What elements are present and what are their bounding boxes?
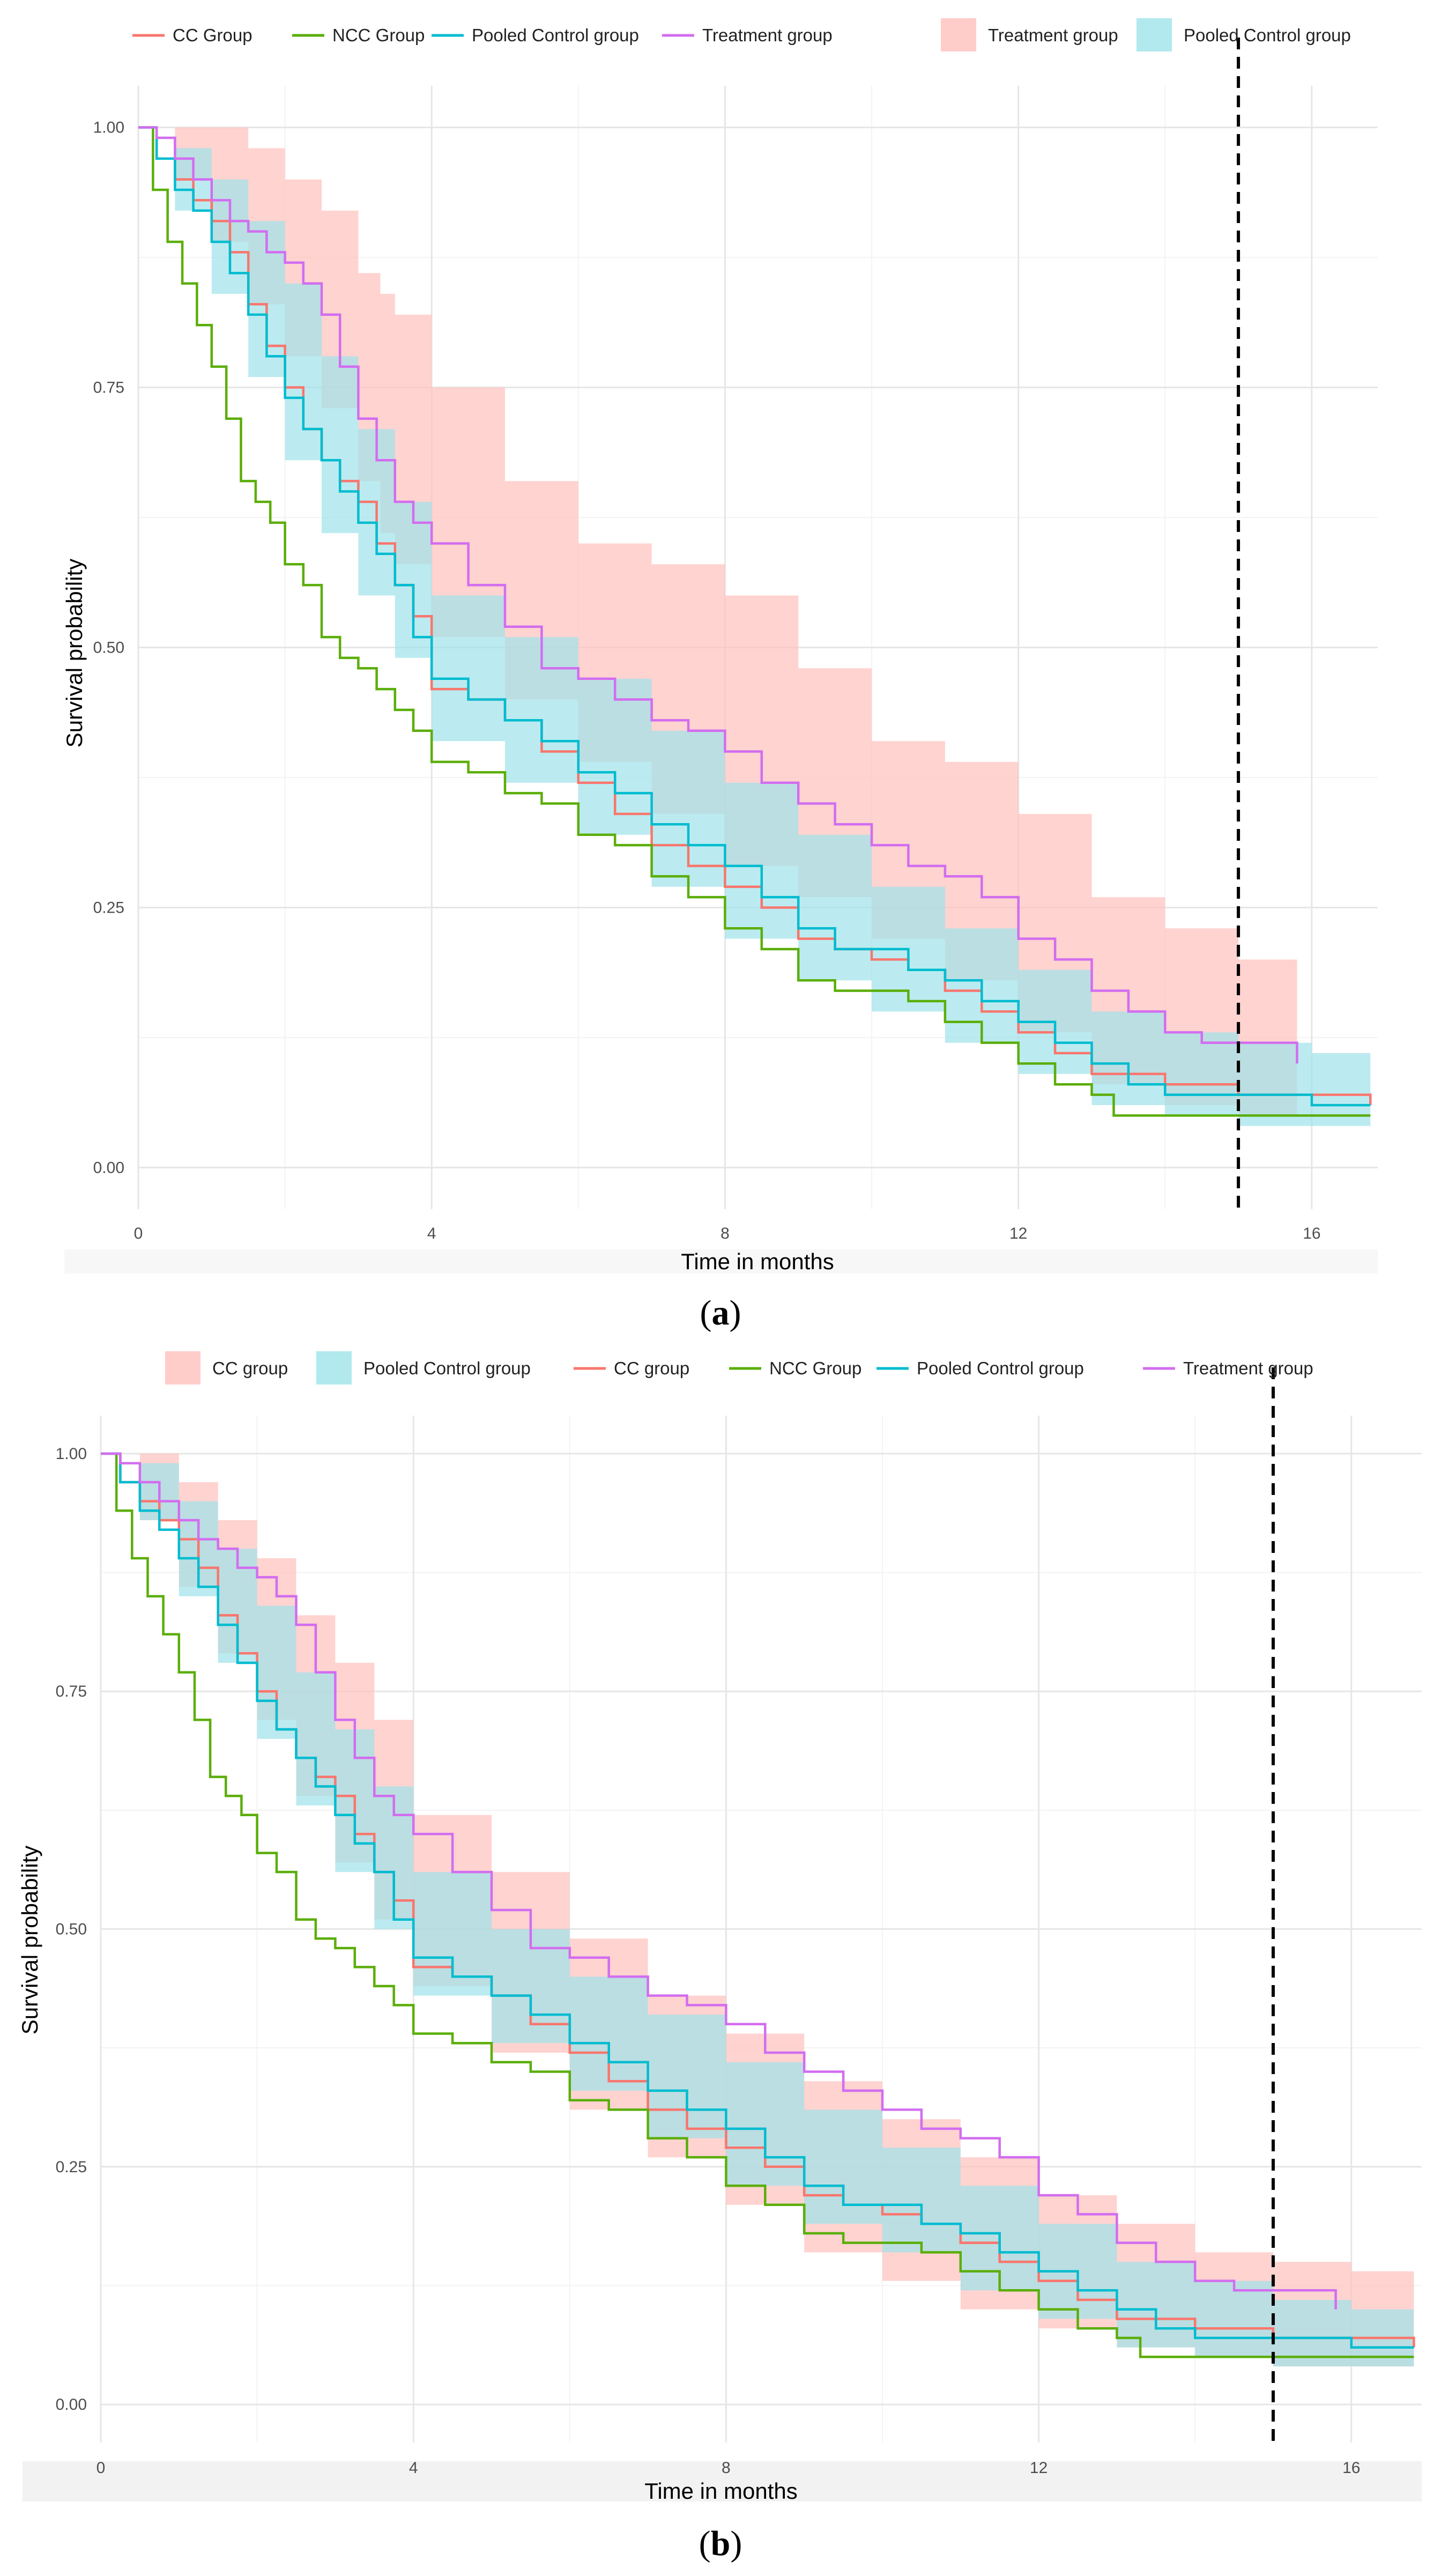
panel-a-band-treatment-group <box>138 127 1297 1116</box>
panel-a-legend-line-cc-group: CC Group <box>132 25 252 45</box>
panel-a-lines <box>138 126 1372 1117</box>
panel-a-legend-band-treatment-group: Treatment group <box>941 18 1118 51</box>
panel-a-caption-close: ) <box>730 1293 741 1333</box>
panel-b-legend-line-label: Pooled Control group <box>917 1358 1084 1378</box>
panel-a-y-tick-label: 0.25 <box>93 899 124 916</box>
panel-b-legend-line-label: Treatment group <box>1183 1358 1313 1378</box>
panel-a-y-ticks: 0.00 0.25 0.50 0.75 1.00 <box>93 119 124 1177</box>
panel-a-y-tick-label: 1.00 <box>93 119 124 137</box>
panel-b-x-tick-label: 8 <box>722 2459 731 2477</box>
panel-b-series-treatment-group <box>101 1452 1337 2309</box>
panel-a-legend-line-label: NCC Group <box>332 25 425 45</box>
panel-b-legend-line-cc-group: CC group <box>574 1358 689 1378</box>
panel-b-legend-band-swatch <box>316 1351 352 1385</box>
panel-a-legend-band-swatch <box>941 18 976 51</box>
panel-b-caption-letter: b <box>711 2524 731 2563</box>
panel-b-legend-band-swatch <box>165 1351 200 1385</box>
panel-a-x-axis-title: Time in months <box>681 1249 834 1274</box>
panel-b-legend-band-cc-group: CC group <box>165 1351 288 1385</box>
panel-a-caption: (a) <box>700 1293 741 1333</box>
panel-a-legend: Treatment group Pooled Control group CC Gr… <box>132 18 1351 51</box>
panel-a-x-ticks: 0 4 8 12 16 <box>134 1225 1321 1242</box>
panel-a-footer-shade <box>64 1249 1378 1274</box>
panel-b-x-tick-label: 4 <box>409 2459 418 2477</box>
panel-b-legend-line-label: CC group <box>614 1358 689 1378</box>
panel-a-y-tick-label: 0.00 <box>93 1159 124 1176</box>
panel-a-legend-line-label: CC Group <box>173 25 252 45</box>
panel-b-legend-band-pooled-control-group: Pooled Control group <box>316 1351 531 1385</box>
panel-b-series-ncc-group <box>101 1452 1414 2358</box>
panel-a-legend-band-label: Pooled Control group <box>1184 25 1351 45</box>
panel-a-legend-line-pooled-control-group: Pooled Control group <box>432 25 639 45</box>
panel-a-series-ncc-group <box>138 126 1371 1117</box>
panel-a-y-tick-label: 0.50 <box>93 639 124 657</box>
panel-a-legend-band-pooled-control-group: Pooled Control group <box>1137 18 1351 51</box>
panel-a-series-treatment-group <box>138 126 1298 1064</box>
panel-b-caption: (b) <box>699 2524 742 2563</box>
panel-a-bands <box>138 127 1371 1137</box>
panel-b-y-tick-label: 0.50 <box>56 1921 87 1938</box>
panel-a-legend-band-swatch <box>1137 18 1172 51</box>
panel-a-x-tick-label: 16 <box>1303 1225 1320 1242</box>
panel-a-y-tick-label: 0.75 <box>93 379 124 397</box>
panel-b-x-tick-label: 16 <box>1342 2459 1360 2477</box>
panel-b-band-pooled-control-group <box>101 1453 1414 2367</box>
panel-b: 0.00 0.25 0.50 0.75 1.00 0 4 8 12 16 Time in mon… <box>17 1351 1422 2563</box>
panel-a-legend-line-ncc-group: NCC Group <box>292 25 425 45</box>
panel-b-legend-band-label: CC group <box>212 1358 288 1378</box>
panel-b-legend-line-pooled-control-group: Pooled Control group <box>877 1358 1084 1378</box>
panel-b-y-tick-label: 0.25 <box>56 2158 87 2176</box>
panel-a-x-tick-label: 12 <box>1009 1225 1027 1242</box>
panel-a-caption-letter: a <box>712 1293 730 1333</box>
panel-b-y-ticks: 0.00 0.25 0.50 0.75 1.00 <box>56 1445 87 2414</box>
panel-a: 0.00 0.25 0.50 0.75 1.00 0 4 8 12 16 Time in mon… <box>62 18 1378 1333</box>
panel-b-footer-shade <box>23 2461 1422 2501</box>
panel-b-y-tick-label: 0.00 <box>56 2396 87 2414</box>
panel-b-lines <box>101 1452 1415 2358</box>
panel-a-legend-line-label: Pooled Control group <box>472 25 639 45</box>
panel-a-band-pooled-control-group <box>138 127 1371 1137</box>
panel-a-legend-line-treatment-group: Treatment group <box>662 25 833 45</box>
panel-b-caption-open: ( <box>699 2524 711 2563</box>
panel-a-x-tick-label: 8 <box>720 1225 730 1242</box>
panel-b-x-ticks: 0 4 8 12 16 <box>96 2459 1361 2477</box>
panel-a-x-tick-label: 4 <box>427 1225 436 1242</box>
panel-b-series-pooled-control-group <box>101 1452 1414 2349</box>
panel-a-y-axis-title: Survival probability <box>62 559 87 748</box>
panel-b-legend-line-ncc-group: NCC Group <box>729 1358 861 1378</box>
panel-b-y-axis-title: Survival probability <box>17 1846 42 2035</box>
panel-a-series-pooled-control-group <box>138 126 1371 1107</box>
panel-b-caption-close: ) <box>730 2524 742 2563</box>
panel-b-x-tick-label: 12 <box>1030 2459 1048 2477</box>
panel-b-x-tick-label: 0 <box>96 2459 106 2477</box>
panel-a-legend-line-label: Treatment group <box>702 25 833 45</box>
panel-a-x-tick-label: 0 <box>134 1225 143 1242</box>
panel-b-bands <box>101 1453 1414 2367</box>
panel-b-y-tick-label: 0.75 <box>56 1683 87 1700</box>
panel-b-legend: CC group Pooled Control group CC group NCC … <box>165 1351 1313 1385</box>
panel-b-x-axis-title: Time in months <box>644 2478 798 2504</box>
panel-a-caption-open: ( <box>700 1293 712 1333</box>
panel-b-y-tick-label: 1.00 <box>56 1445 87 1463</box>
panel-a-legend-band-label: Treatment group <box>988 25 1118 45</box>
panel-b-legend-band-label: Pooled Control group <box>363 1358 531 1378</box>
panel-b-legend-line-treatment-group: Treatment group <box>1143 1358 1313 1378</box>
panel-b-legend-line-label: NCC Group <box>769 1358 861 1378</box>
